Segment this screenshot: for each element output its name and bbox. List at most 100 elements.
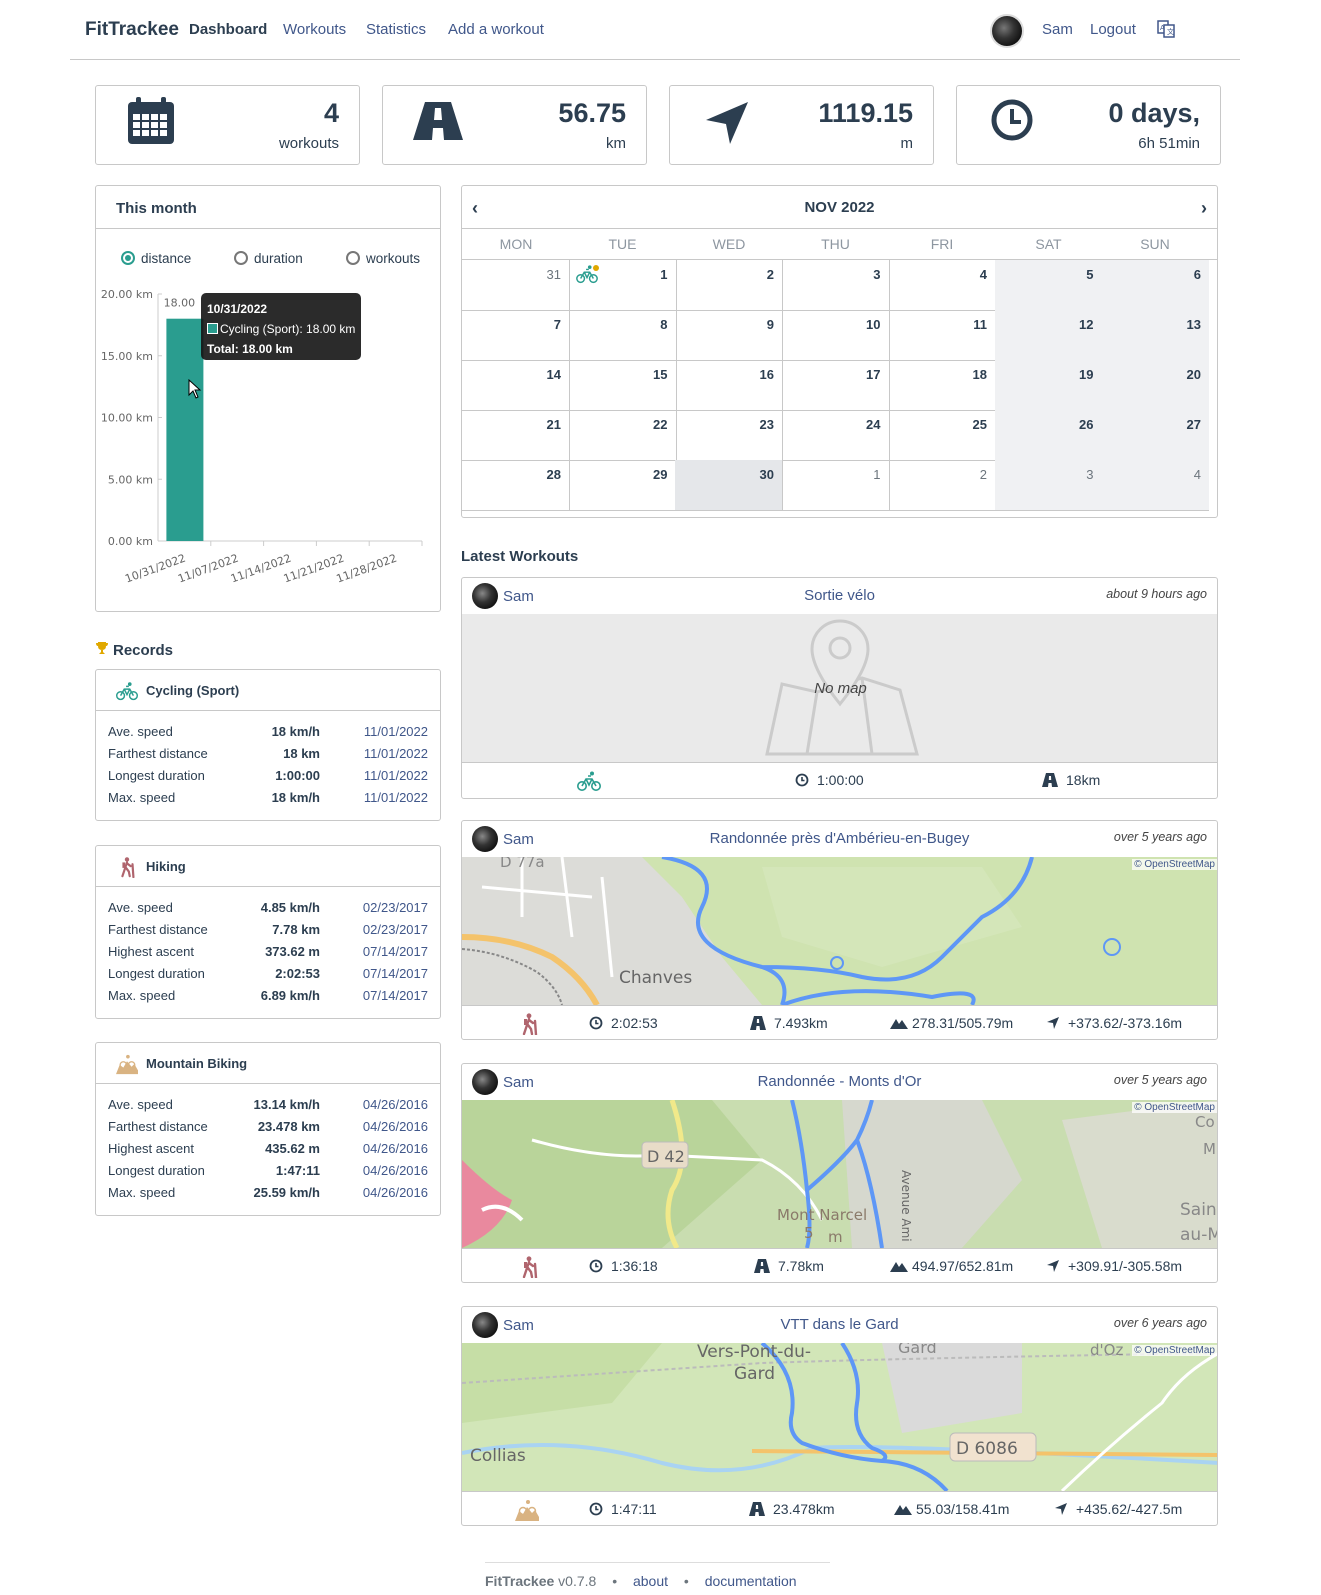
calendar-day-number: 9 <box>766 317 774 332</box>
calendar-day[interactable]: 11 <box>888 310 996 361</box>
calendar-day[interactable]: 31 <box>462 260 570 311</box>
calendar-day[interactable]: 29 <box>568 460 677 511</box>
calendar-day[interactable]: 13 <box>1101 310 1209 361</box>
calendar-day[interactable]: 21 <box>462 410 570 461</box>
calendar-day-number: 21 <box>546 417 561 432</box>
calendar-day[interactable]: 10 <box>781 310 890 361</box>
calendar-day[interactable]: 19 <box>994 360 1103 411</box>
calendar-day[interactable]: 4 <box>888 260 996 311</box>
user-avatar[interactable] <box>990 14 1024 48</box>
avatar[interactable] <box>472 826 498 852</box>
record-card-hiking: Hiking Ave. speed 4.85 km/h 02/23/2017 Far… <box>95 845 441 1019</box>
record-row: Ave. speed 13.14 km/h 04/26/2016 <box>108 1097 428 1112</box>
bar-data-label: 18.00 <box>164 297 196 310</box>
road-icon <box>749 1502 765 1516</box>
calendar-day-number: 11 <box>973 317 987 332</box>
calendar-day[interactable]: 5 <box>994 260 1103 311</box>
chevron-right-icon[interactable]: › <box>1201 198 1207 218</box>
avatar[interactable] <box>472 583 498 609</box>
radio-distance[interactable]: distance <box>121 251 191 266</box>
calendar-day[interactable]: 17 <box>781 360 890 411</box>
calendar-day[interactable]: 2 <box>888 460 996 511</box>
radio-unchecked-icon[interactable] <box>234 251 248 265</box>
chevron-left-icon[interactable]: ‹ <box>472 198 478 218</box>
cycling-icon <box>577 770 601 792</box>
radio-unchecked-icon[interactable] <box>346 251 360 265</box>
calendar-day[interactable]: 1 <box>781 460 890 511</box>
workout-title-link[interactable]: VTT dans le Gard <box>780 1316 899 1333</box>
nav-logout[interactable]: Logout <box>1090 21 1136 38</box>
osm-attribution-link[interactable]: © OpenStreetMap <box>1132 1345 1217 1356</box>
workout-user-link[interactable]: Sam <box>503 1317 534 1334</box>
calendar-day[interactable]: 24 <box>781 410 890 461</box>
workout-map[interactable]: Chanves D 77a © OpenStreetMap <box>462 857 1217 1005</box>
calendar-day[interactable]: 3 <box>994 460 1103 511</box>
nav-statistics[interactable]: Statistics <box>366 21 427 38</box>
calendar-day[interactable]: 22 <box>568 410 677 461</box>
calendar-day[interactable]: 14 <box>462 360 570 411</box>
workout-user-link[interactable]: Sam <box>503 831 534 848</box>
footer-separator: • <box>612 1573 618 1589</box>
language-icon[interactable]: A 文 <box>1157 20 1175 38</box>
map-label: au-M <box>1180 1225 1218 1245</box>
osm-attribution-link[interactable]: © OpenStreetMap <box>1132 1102 1217 1113</box>
map-label: D 6086 <box>956 1439 1018 1459</box>
calendar-day-number: 4 <box>979 267 987 282</box>
calendar-day[interactable]: 2 <box>675 260 783 311</box>
workout-user-link[interactable]: Sam <box>503 1074 534 1091</box>
calendar-day[interactable]: 18 <box>888 360 996 411</box>
calendar-day[interactable]: 30 <box>675 460 783 511</box>
map-label: Saint <box>1180 1200 1218 1220</box>
calendar-day[interactable]: 9 <box>675 310 783 361</box>
calendar-day-number: 1 <box>660 267 668 282</box>
workout-title-link[interactable]: Randonnée - Monts d'Or <box>757 1073 922 1090</box>
calendar-day-number: 14 <box>546 367 561 382</box>
cycling-record-icon[interactable] <box>575 264 599 284</box>
calendar-day[interactable]: 12 <box>994 310 1103 361</box>
workout-title-link[interactable]: Randonnée près d'Ambérieu-en-Bugey <box>709 830 970 847</box>
calendar-day[interactable]: 26 <box>994 410 1103 461</box>
record-rows: Ave. speed 18 km/h 11/01/2022 Farthest dis… <box>96 711 440 812</box>
calendar-day[interactable]: 28 <box>462 460 570 511</box>
record-row: Ave. speed 18 km/h 11/01/2022 <box>108 724 428 739</box>
calendar-day-number: 5 <box>1086 267 1094 282</box>
workout-user-link[interactable]: Sam <box>503 588 534 605</box>
workout-ascent: +435.62/-427.5m <box>1054 1501 1182 1517</box>
calendar-day[interactable]: 4 <box>1101 460 1209 511</box>
footer-version: v0.7.8 <box>558 1573 597 1589</box>
calendar-day[interactable]: 7 <box>462 310 570 361</box>
nav-add-workout[interactable]: Add a workout <box>448 21 544 38</box>
calendar-day[interactable]: 20 <box>1101 360 1209 411</box>
calendar-day[interactable]: 6 <box>1101 260 1209 311</box>
footer-documentation-link[interactable]: documentation <box>704 1573 797 1589</box>
calendar-day[interactable]: 8 <box>568 310 677 361</box>
radio-duration[interactable]: duration <box>234 251 303 266</box>
radio-checked-icon[interactable] <box>121 251 135 265</box>
calendar-day[interactable]: 16 <box>675 360 783 411</box>
stat-value: 4 <box>323 98 339 128</box>
radio-workouts[interactable]: workouts <box>346 251 420 266</box>
nav-dashboard[interactable]: Dashboard <box>189 21 268 38</box>
calendar-day[interactable]: 27 <box>1101 410 1209 461</box>
calendar-day[interactable]: 15 <box>568 360 677 411</box>
calendar-day[interactable]: 23 <box>675 410 783 461</box>
footer-about-link[interactable]: about <box>632 1573 669 1589</box>
nav-user-profile[interactable]: Sam <box>1042 21 1073 38</box>
workout-duration: 1:36:18 <box>589 1258 658 1274</box>
workout-map[interactable]: Vers-Pont-du- Gard Collias D 6086 Gard d… <box>462 1343 1217 1491</box>
nav-workouts[interactable]: Workouts <box>283 21 347 38</box>
workout-map[interactable]: D 42 Mont Narcel Avenue Ami Saint au-M C… <box>462 1100 1218 1248</box>
y-tick-label: 5.00 km <box>108 473 153 486</box>
calendar-day[interactable]: 25 <box>888 410 996 461</box>
y-tick-label: 10.00 km <box>101 412 153 425</box>
calendar-day[interactable]: 3 <box>781 260 890 311</box>
road-icon <box>1042 773 1058 787</box>
mouse-cursor-icon <box>188 379 202 399</box>
brand-logo[interactable]: FitTrackee <box>85 19 179 40</box>
calendar-day[interactable]: 1 <box>568 260 677 311</box>
workout-title-link[interactable]: Sortie vélo <box>804 587 875 604</box>
avatar[interactable] <box>472 1312 498 1338</box>
avatar[interactable] <box>472 1069 498 1095</box>
osm-attribution-link[interactable]: © OpenStreetMap <box>1132 859 1217 870</box>
workout-duration: 2:02:53 <box>589 1015 658 1031</box>
